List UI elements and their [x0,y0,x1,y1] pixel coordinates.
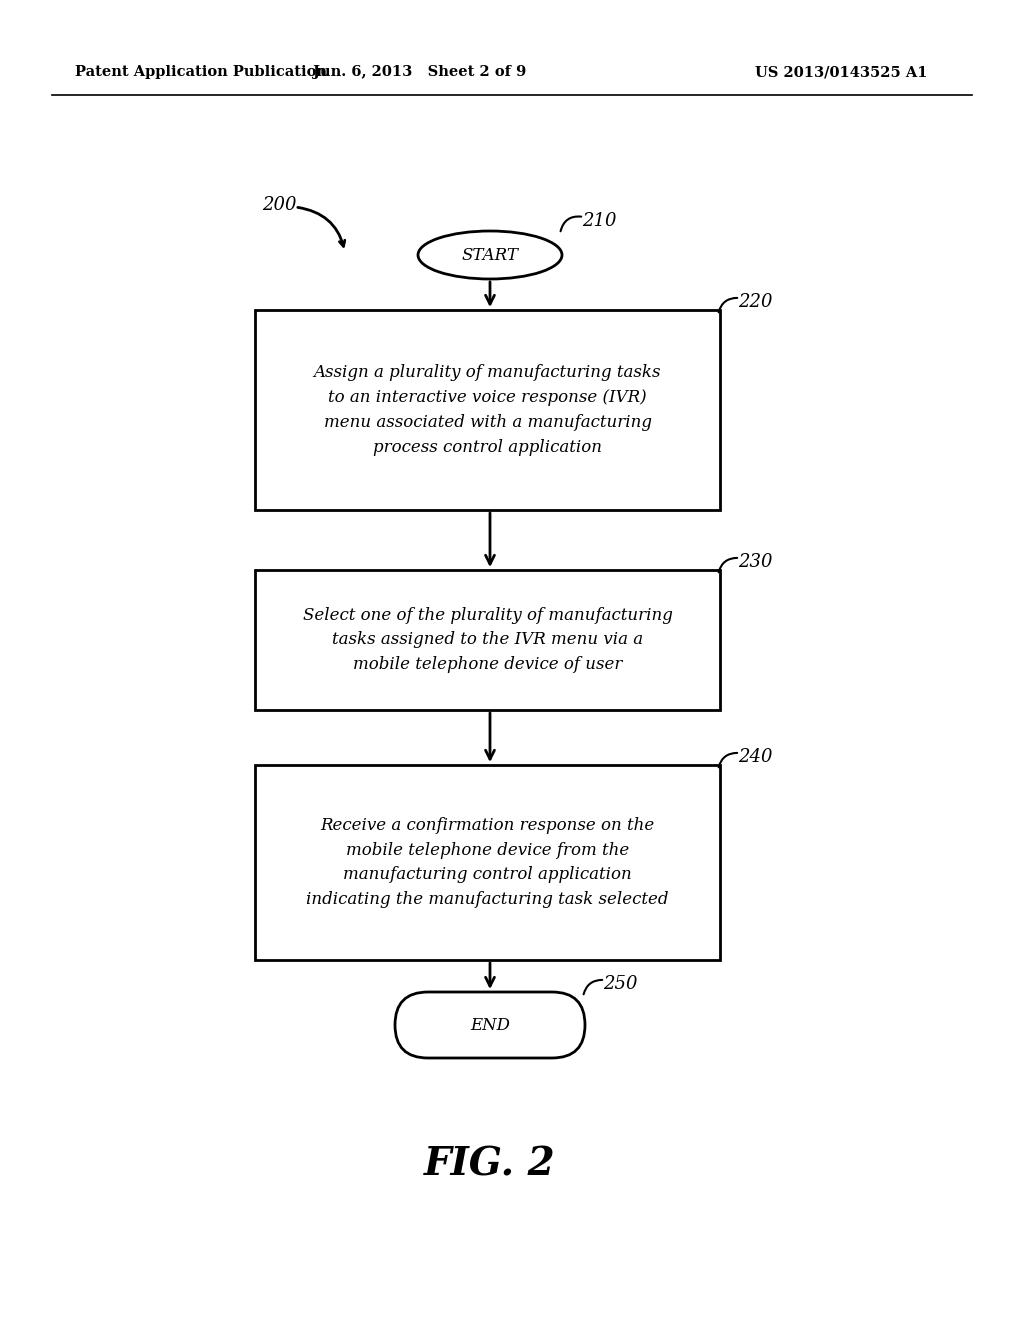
Text: US 2013/0143525 A1: US 2013/0143525 A1 [755,65,928,79]
Bar [255,766,720,960]
Text: Select one of the plurality of manufacturing
tasks assigned to the IVR menu via : Select one of the plurality of manufactu… [302,607,673,673]
Text: 220: 220 [738,293,772,312]
Text: START: START [462,247,518,264]
Text: 230: 230 [738,553,772,572]
Text: 200: 200 [262,195,297,214]
Text: END: END [470,1016,510,1034]
Text: Assign a plurality of manufacturing tasks
to an interactive voice response (IVR): Assign a plurality of manufacturing task… [313,364,662,455]
Bar [255,570,720,710]
Bar [255,310,720,510]
Text: Jun. 6, 2013   Sheet 2 of 9: Jun. 6, 2013 Sheet 2 of 9 [313,65,526,79]
Text: 240: 240 [738,748,772,766]
Text: Receive a confirmation response on the
mobile telephone device from the
manufact: Receive a confirmation response on the m… [306,817,669,908]
Text: Patent Application Publication: Patent Application Publication [75,65,327,79]
Text: 210: 210 [582,213,616,230]
Text: FIG. 2: FIG. 2 [424,1146,556,1184]
Text: 250: 250 [603,975,638,993]
